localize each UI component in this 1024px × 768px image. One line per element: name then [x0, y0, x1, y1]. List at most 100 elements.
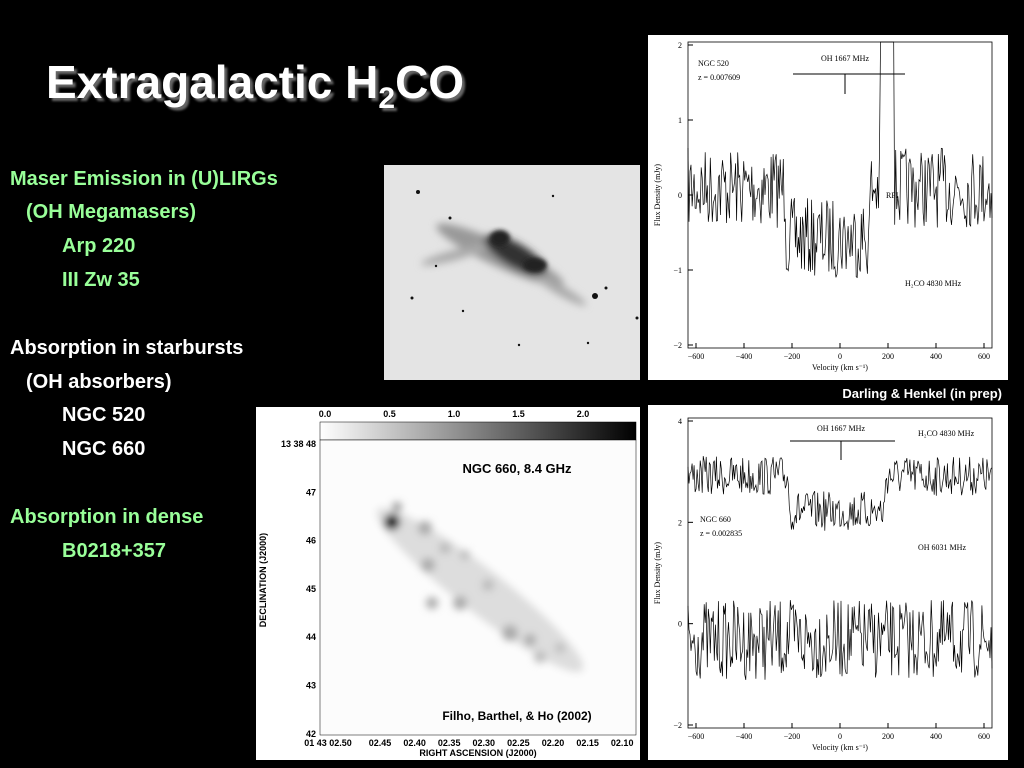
colorbar-tick-label: 0.5 — [383, 409, 396, 419]
knot — [555, 643, 565, 653]
slide-title: Extragalactic H2CO — [46, 56, 464, 115]
section-heading: Maser Emission in (U)LIRGs — [10, 168, 278, 190]
credit: Darling & Henkel (in prep) — [842, 386, 1002, 401]
x-axis-label: RIGHT ASCENSION (J2000) — [419, 748, 536, 758]
x-tick-label: 02.45 — [369, 738, 392, 748]
marker-label: OH 1667 MHz — [817, 424, 865, 433]
x-tick-label: 200 — [882, 732, 894, 741]
colorbar — [319, 421, 637, 441]
x-tick-label: 02.25 — [507, 738, 530, 748]
line2-label: OH 6031 MHz — [918, 543, 966, 552]
section-subheading: (OH Megamasers) — [26, 201, 196, 223]
redshift: z = 0.007609 — [698, 73, 740, 82]
galaxy-image — [384, 165, 640, 380]
knot — [439, 542, 451, 554]
colorbar-tick-label: 1.5 — [512, 409, 525, 419]
knot — [453, 596, 467, 610]
diffuse — [376, 508, 584, 672]
x-tick-label: 02.10 — [611, 738, 634, 748]
knot — [426, 597, 438, 609]
y-tick-label: 1 — [678, 116, 682, 125]
knot — [534, 651, 546, 663]
knot — [384, 514, 400, 530]
rfi-label: RFI — [886, 191, 899, 200]
knot — [418, 521, 432, 535]
y-tick-label: 45 — [306, 584, 316, 594]
y-tick-label: 47 — [306, 487, 316, 497]
spectrum-bottom: −600 −400 −200 0 200 400 600 4 2 0 −2 Velocity (km … — [648, 405, 1008, 760]
x-tick-label: 02.35 — [438, 738, 461, 748]
x-tick-label: 02.40 — [403, 738, 426, 748]
map-label: NGC 660, 8.4 GHz — [462, 461, 572, 476]
x-tick-label: −200 — [784, 732, 801, 741]
y-tick-label: −2 — [673, 341, 682, 350]
y-tick-label: −2 — [673, 721, 682, 730]
y-tick-label: 2 — [678, 518, 682, 527]
x-tick-label: −600 — [688, 732, 705, 741]
spectrum-trace — [687, 456, 993, 531]
section-subheading: (OH absorbers) — [26, 371, 172, 393]
y-tick-label: 2 — [678, 41, 682, 50]
section-item: B0218+357 — [62, 540, 166, 562]
knot — [482, 579, 494, 591]
x-tick-label: −400 — [736, 352, 753, 361]
section-item: NGC 660 — [62, 438, 145, 460]
x-tick-label: 0 — [838, 732, 842, 741]
y-tick-label: 0 — [678, 191, 682, 200]
section-heading: Absorption in starbursts — [10, 337, 243, 359]
section-item: Arp 220 — [62, 235, 135, 257]
y-tick-label: 46 — [306, 536, 316, 546]
x-tick-label: 400 — [930, 732, 942, 741]
x-tick-label: 02.20 — [542, 738, 565, 748]
y-tick-label: 42 — [306, 729, 316, 739]
panel — [648, 405, 1008, 760]
source-name: NGC 660 — [700, 515, 731, 524]
x-tick-label: 02.30 — [473, 738, 496, 748]
line-label: H₂CO 4830 MHz — [905, 279, 962, 288]
colorbar-tick-label: 0.0 — [319, 409, 332, 419]
y-tick-label: 4 — [678, 417, 682, 426]
knot — [502, 625, 518, 641]
y-tick-label: 43 — [306, 681, 316, 691]
x-tick-label: −400 — [736, 732, 753, 741]
x-axis-label: Velocity (km s⁻¹) — [812, 363, 868, 372]
y-tick-label: −1 — [673, 266, 682, 275]
knot — [392, 502, 402, 512]
map-credit: Filho, Barthel, & Ho (2002) — [442, 709, 591, 723]
x-tick-label: 02.15 — [576, 738, 599, 748]
x-tick-label: 01 43 02.50 — [304, 738, 352, 748]
x-tick-label: −600 — [688, 352, 705, 361]
emission — [376, 502, 584, 672]
x-tick-label: 400 — [930, 352, 942, 361]
x-tick-label: 200 — [882, 352, 894, 361]
knot — [460, 550, 470, 560]
y-tick-label: 0 — [678, 620, 682, 629]
knot — [421, 558, 435, 572]
x-tick-label: 600 — [978, 732, 990, 741]
colorbar-tick-label: 1.0 — [448, 409, 461, 419]
spectrum-top: −600 −400 −200 0 200 400 600 2 1 0 −1 −2 Velocity (k… — [648, 35, 1008, 380]
knot — [524, 634, 536, 646]
y-axis-label: Flux Density (mJy) — [653, 542, 662, 605]
y-axis-label: Flux Density (mJy) — [653, 164, 662, 227]
source-name: NGC 520 — [698, 59, 729, 68]
x-tick-label: −200 — [784, 352, 801, 361]
section-item: III Zw 35 — [62, 269, 140, 291]
section-item: NGC 520 — [62, 404, 145, 426]
y-tick-label: 44 — [306, 632, 316, 642]
y-axis-label: DECLINATION (J2000) — [258, 533, 268, 627]
bullet-list: Maser Emission in (U)LIRGs (OH Megamasers… — [10, 168, 278, 562]
section-heading: Absorption in dense — [10, 506, 203, 528]
x-tick-label: 0 — [838, 352, 842, 361]
y-tick-label: 13 38 48 — [281, 439, 316, 449]
x-axis-label: Velocity (km s⁻¹) — [812, 743, 868, 752]
colorbar-tick-label: 2.0 — [577, 409, 590, 419]
x-tick-label: 600 — [978, 352, 990, 361]
line-label: H₂CO 4830 MHz — [918, 429, 975, 438]
spectrum-trace — [687, 41, 993, 279]
redshift: z = 0.002835 — [700, 529, 742, 538]
marker-label: OH 1667 MHz — [821, 54, 869, 63]
